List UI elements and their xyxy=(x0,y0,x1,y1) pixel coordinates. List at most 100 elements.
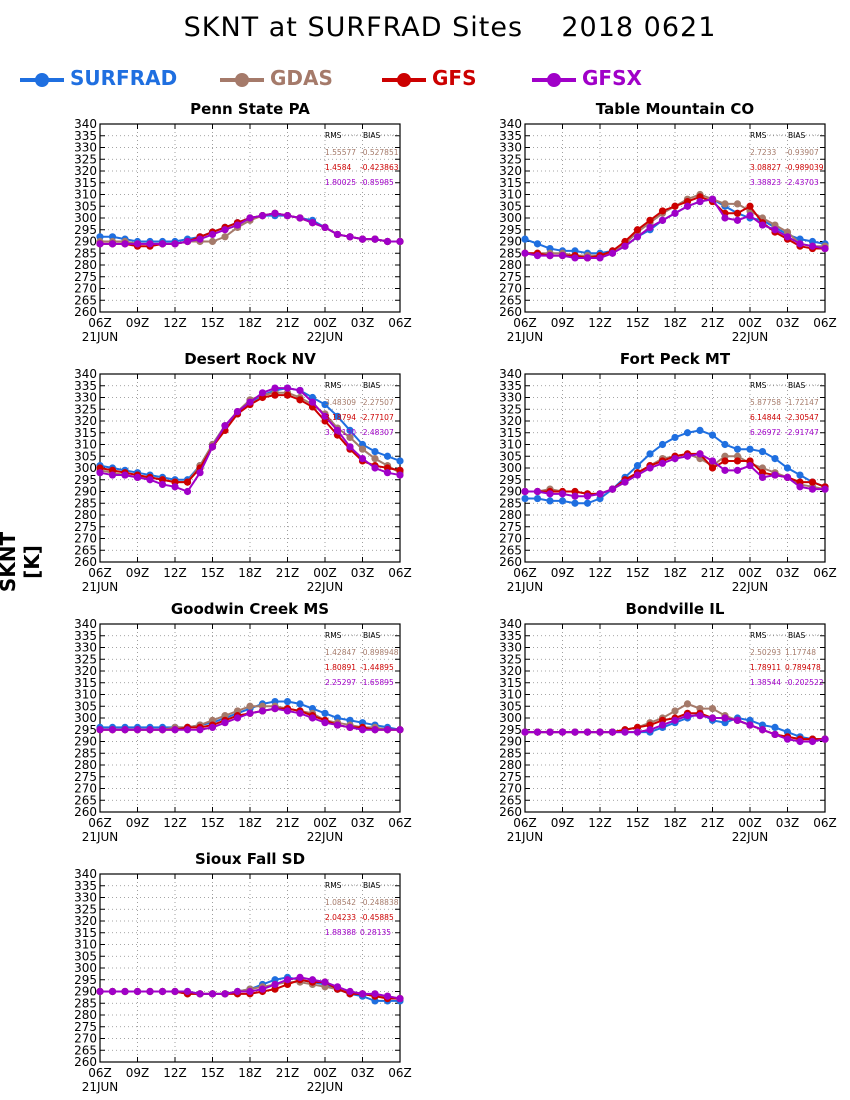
data-point-gfsx xyxy=(521,728,529,736)
data-point-gfsx xyxy=(258,985,267,993)
data-point-gfsx xyxy=(696,197,704,206)
stats-rms-value: 6.26972 xyxy=(750,428,781,437)
data-point-gfsx xyxy=(708,195,717,203)
x-tick-label: 09Z xyxy=(551,566,575,580)
y-tick-label: 300 xyxy=(74,211,97,225)
data-point-gfsx xyxy=(283,976,292,984)
data-point-gfsx xyxy=(221,719,229,727)
y-tick-label: 270 xyxy=(74,282,97,296)
data-point-gfsx xyxy=(783,233,792,241)
y-tick-label: 305 xyxy=(499,699,522,713)
data-point-gdas xyxy=(221,233,229,241)
y-tick-label: 340 xyxy=(74,367,97,381)
x-tick-label: 06Z xyxy=(88,316,112,330)
x-tick-label: 00Z xyxy=(313,1066,337,1080)
data-point-surfrad xyxy=(708,431,717,439)
data-point-gfsx xyxy=(96,987,104,996)
y-tick-label: 325 xyxy=(499,402,522,416)
legend-label: GFS xyxy=(432,66,477,90)
data-point-gfsx xyxy=(258,389,267,397)
data-point-gfsx xyxy=(208,723,217,732)
data-point-surfrad xyxy=(521,235,529,243)
y-tick-label: 260 xyxy=(74,305,97,319)
y-tick-label: 315 xyxy=(74,926,97,940)
x-tick-label: 12Z xyxy=(588,316,612,330)
x-tick-label: 18Z xyxy=(238,566,262,580)
y-tick-label: 315 xyxy=(74,676,97,690)
data-point-gfsx xyxy=(596,728,604,736)
data-point-gfsx xyxy=(246,398,254,406)
data-point-gfsx xyxy=(321,223,329,231)
y-tick-label: 320 xyxy=(74,914,97,928)
data-point-gfsx xyxy=(646,464,654,472)
data-point-gfsx xyxy=(308,976,317,984)
y-tick-label: 320 xyxy=(74,414,97,428)
y-tick-label: 290 xyxy=(74,235,97,249)
y-tick-label: 270 xyxy=(74,1032,97,1046)
data-point-gfsx xyxy=(683,452,692,460)
legend-label: GDAS xyxy=(270,66,333,90)
y-tick-label: 285 xyxy=(499,746,522,760)
x-tick-label: 06Z xyxy=(88,1066,112,1080)
chart-6: Bondville IL2602652702752802852902953003… xyxy=(499,600,837,844)
chart-title: Goodwin Creek MS xyxy=(171,600,329,618)
data-point-gfsx xyxy=(321,412,329,420)
y-tick-label: 265 xyxy=(74,793,97,807)
y-tick-label: 320 xyxy=(499,164,522,178)
data-point-gfsx xyxy=(146,476,154,484)
data-point-gfsx xyxy=(258,212,267,220)
date-label: 21JUN xyxy=(507,830,544,844)
data-point-surfrad xyxy=(796,471,804,479)
y-tick-label: 290 xyxy=(499,235,522,249)
data-point-surfrad xyxy=(646,450,654,458)
data-point-gfsx xyxy=(371,464,379,472)
data-point-gfsx xyxy=(708,714,717,722)
data-point-gfsx xyxy=(121,471,129,479)
y-tick-label: 265 xyxy=(74,293,97,307)
stats-header-bias: BIAS xyxy=(788,381,805,390)
data-point-gfsx xyxy=(108,240,117,248)
stats-bias-value: -2.91747 xyxy=(785,428,819,437)
y-tick-label: 310 xyxy=(74,938,97,952)
stats-bias-value: -2.48307 xyxy=(360,428,394,437)
y-tick-label: 320 xyxy=(499,414,522,428)
data-point-gfsx xyxy=(183,487,192,496)
data-point-gfsx xyxy=(96,726,104,734)
y-tick-label: 275 xyxy=(74,270,97,284)
data-point-gfs xyxy=(671,202,679,210)
date-label: 22JUN xyxy=(732,580,769,594)
data-point-gfsx xyxy=(383,726,392,734)
y-tick-label: 270 xyxy=(499,282,522,296)
y-tick-label: 265 xyxy=(74,543,97,557)
y-tick-label: 280 xyxy=(74,258,97,272)
data-point-gfsx xyxy=(371,726,379,734)
data-point-surfrad xyxy=(671,433,679,442)
data-point-gfsx xyxy=(771,730,779,739)
stats-header-rms: RMS xyxy=(750,631,767,640)
data-point-gfsx xyxy=(621,242,629,250)
x-tick-label: 03Z xyxy=(351,566,375,580)
stats-rms-value: 1.38544 xyxy=(750,678,781,687)
y-tick-label: 310 xyxy=(499,688,522,702)
stats-header-rms: RMS xyxy=(750,131,767,140)
data-point-gfsx xyxy=(808,485,817,493)
y-tick-label: 310 xyxy=(74,188,97,202)
data-point-gfsx xyxy=(633,233,642,241)
stats-bias-value: -1.72147 xyxy=(785,398,819,407)
x-tick-label: 12Z xyxy=(163,566,187,580)
data-point-gfsx xyxy=(283,384,292,392)
x-tick-label: 21Z xyxy=(701,816,725,830)
x-tick-label: 18Z xyxy=(238,816,262,830)
data-point-gfsx xyxy=(271,384,279,392)
y-tick-label: 260 xyxy=(499,805,522,819)
data-point-gfs xyxy=(183,478,192,486)
chart-7: Sioux Fall SD 260265270275280285290295300… xyxy=(74,850,412,1094)
data-point-gfsx xyxy=(271,209,279,217)
data-point-gfsx xyxy=(521,249,529,257)
data-point-gfsx xyxy=(133,987,142,996)
y-tick-label: 295 xyxy=(74,223,97,237)
data-point-gfsx xyxy=(158,480,167,489)
y-tick-label: 280 xyxy=(74,508,97,522)
x-tick-label: 09Z xyxy=(126,566,150,580)
stats-rms-value: 1.55577 xyxy=(325,148,356,157)
